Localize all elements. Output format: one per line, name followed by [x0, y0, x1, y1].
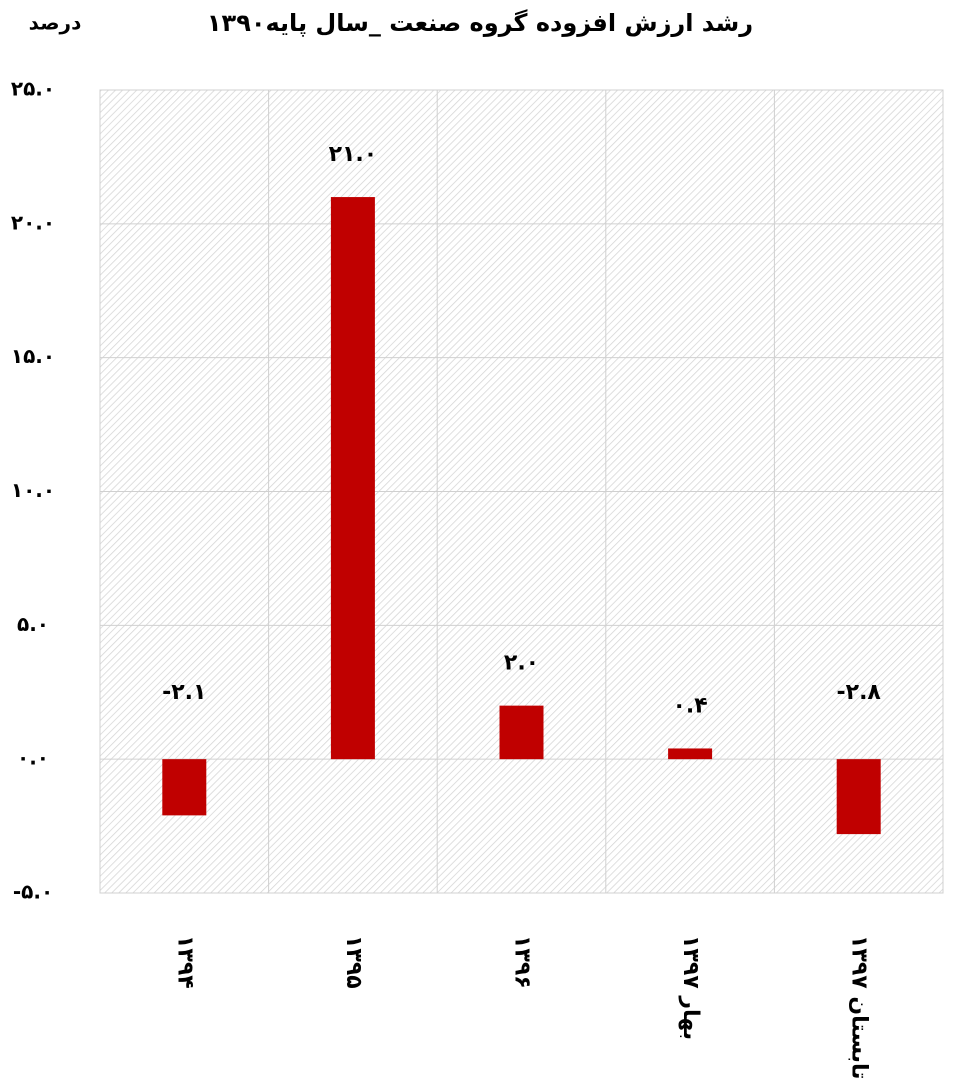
bar — [162, 759, 207, 816]
data-label: -۲.۱ — [162, 680, 206, 705]
bar — [836, 759, 881, 835]
y-axis-label: درصد — [29, 11, 82, 35]
y-tick-label: ۲۰.۰ — [11, 210, 55, 234]
data-label: -۲.۸ — [837, 680, 882, 705]
bar — [330, 197, 375, 760]
data-label: ۲.۰ — [504, 651, 539, 676]
y-tick-label: ۱۰.۰ — [11, 478, 55, 502]
y-tick-label: -۵.۰ — [13, 880, 53, 904]
bar — [499, 705, 544, 760]
x-tick-label: ۱۳۹۶ — [510, 935, 535, 989]
chart-title: رشد ارزش افزوده گروه صنعت _سال پایه۱۳۹۰ — [207, 9, 753, 37]
y-tick-label: ۵.۰ — [17, 612, 49, 636]
x-tick-label: ۱۳۹۷ بهار — [678, 935, 703, 1040]
x-tick-label: ۱۳۹۵ — [341, 935, 366, 989]
data-label: ۰.۴ — [672, 693, 707, 718]
bar — [668, 748, 713, 760]
data-label: ۲۱.۰ — [329, 142, 378, 167]
x-tick-label: ۱۳۹۴ — [172, 935, 197, 989]
y-tick-label: ۱۵.۰ — [11, 344, 55, 368]
y-tick-label: ۰.۰ — [17, 746, 49, 770]
x-tick-label: ۱۳۹۷ تابستان — [847, 935, 872, 1080]
y-tick-label: ۲۵.۰ — [11, 77, 55, 101]
